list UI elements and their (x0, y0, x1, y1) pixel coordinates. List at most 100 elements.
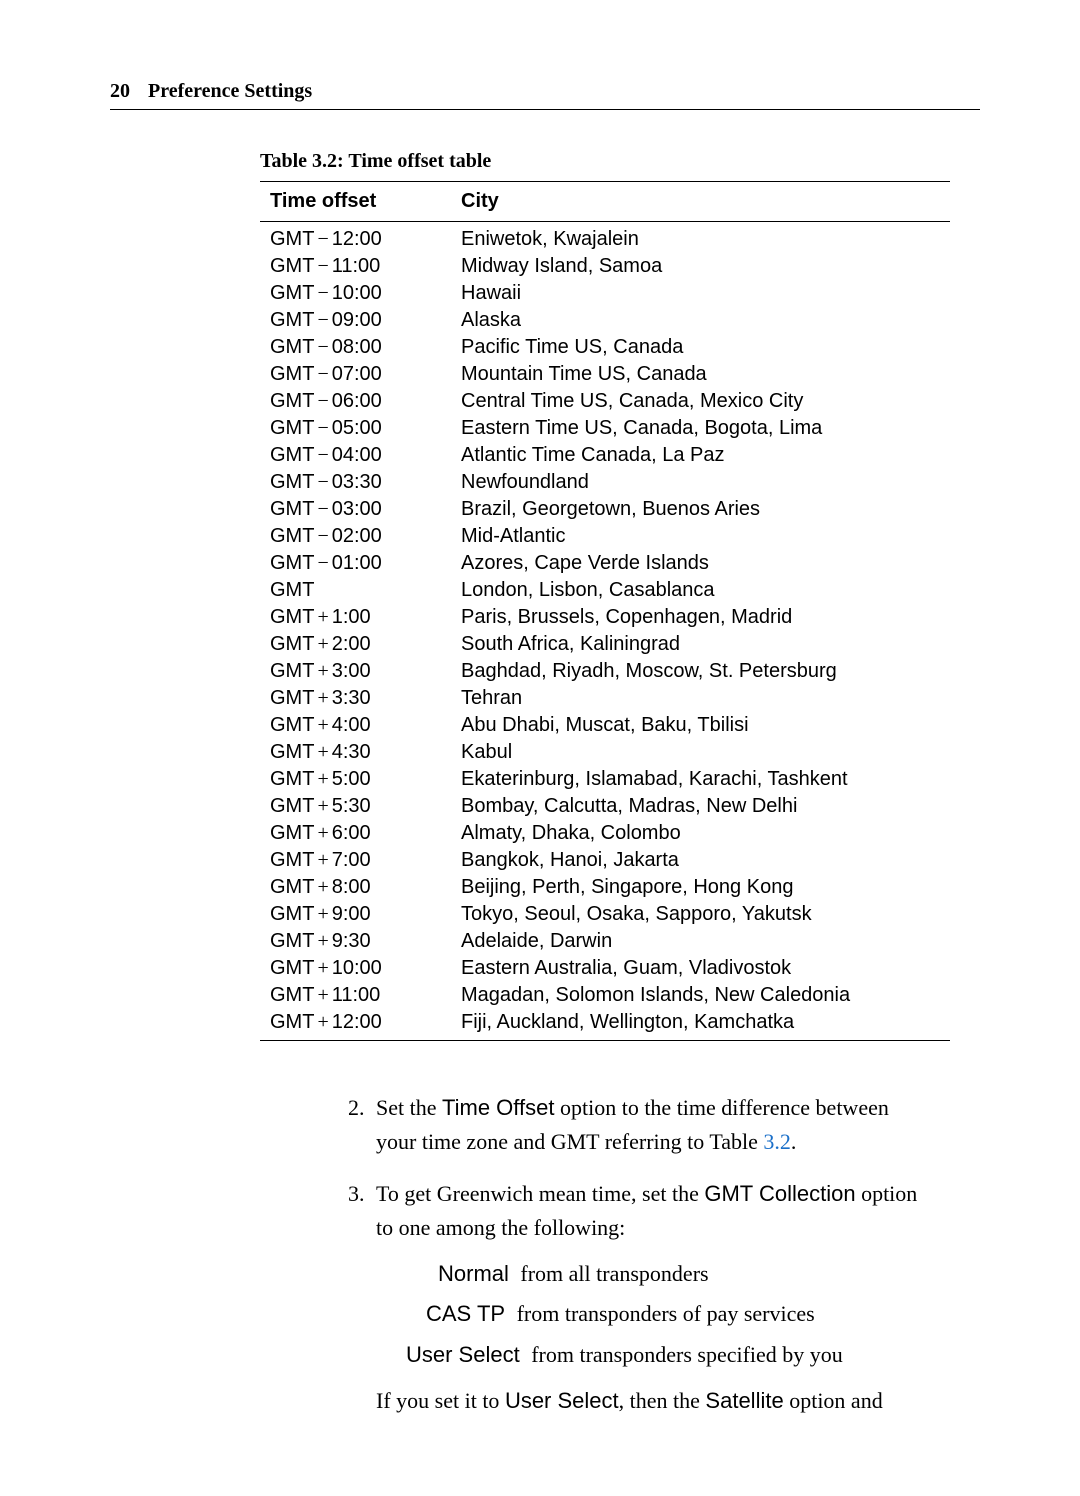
cell-time-offset: GMT+3:00 (260, 658, 459, 685)
cell-city: Hawaii (459, 280, 950, 307)
instruction-item-2: Set the Time Offset option to the time d… (370, 1091, 920, 1159)
cell-city: Kabul (459, 739, 950, 766)
table-caption: Table 3.2: Time offset table (260, 150, 950, 173)
cell-city: Fiji, Auckland, Wellington, Kamchatka (459, 1009, 950, 1041)
table-row: GMT+9:00Tokyo, Seoul, Osaka, Sapporo, Ya… (260, 901, 950, 928)
table-row: GMT−05:00Eastern Time US, Canada, Bogota… (260, 415, 950, 442)
gmt-option-term: CAS TP (426, 1301, 505, 1326)
table-row: GMT+3:00Baghdad, Riyadh, Moscow, St. Pet… (260, 658, 950, 685)
cell-city: Central Time US, Canada, Mexico City (459, 388, 950, 415)
cell-city: Mountain Time US, Canada (459, 361, 950, 388)
table-header-row: Time offset City (260, 182, 950, 222)
table-row: GMT+4:30Kabul (260, 739, 950, 766)
table-row: GMT+2:00South Africa, Kaliningrad (260, 631, 950, 658)
table-row: GMT−04:00Atlantic Time Canada, La Paz (260, 442, 950, 469)
cell-city: Mid-Atlantic (459, 523, 950, 550)
cell-time-offset: GMT+10:00 (260, 955, 459, 982)
gmt-option-term: User Select (406, 1342, 520, 1367)
table-row: GMT−08:00Pacific Time US, Canada (260, 334, 950, 361)
gmt-options-list: Normal from all transponders CAS TP from… (406, 1257, 920, 1371)
cell-time-offset: GMT−05:00 (260, 415, 459, 442)
cell-time-offset: GMT+5:00 (260, 766, 459, 793)
table-row: GMT+9:30Adelaide, Darwin (260, 928, 950, 955)
table-row: GMT−03:30Newfoundland (260, 469, 950, 496)
cell-time-offset: GMT+6:00 (260, 820, 459, 847)
cell-time-offset: GMT+3:30 (260, 685, 459, 712)
table-row: GMT−06:00Central Time US, Canada, Mexico… (260, 388, 950, 415)
cell-city: Alaska (459, 307, 950, 334)
table-row: GMT−07:00Mountain Time US, Canada (260, 361, 950, 388)
cell-city: South Africa, Kaliningrad (459, 631, 950, 658)
cell-city: Midway Island, Samoa (459, 253, 950, 280)
cell-city: Tehran (459, 685, 950, 712)
cell-time-offset: GMT−03:30 (260, 469, 459, 496)
cell-city: Almaty, Dhaka, Colombo (459, 820, 950, 847)
table-row: GMT+10:00Eastern Australia, Guam, Vladiv… (260, 955, 950, 982)
cell-time-offset: GMT (260, 577, 459, 604)
ui-term-time-offset: Time Offset (442, 1095, 554, 1120)
cell-time-offset: GMT−02:00 (260, 523, 459, 550)
ui-term-user-select: User Select (505, 1388, 619, 1413)
table-row: GMT+6:00Almaty, Dhaka, Colombo (260, 820, 950, 847)
table-row: GMT+11:00Magadan, Solomon Islands, New C… (260, 982, 950, 1009)
gmt-option-row: Normal from all transponders (406, 1257, 920, 1291)
ui-term-gmt-collection: GMT Collection (704, 1181, 855, 1206)
col-header-time-offset: Time offset (260, 182, 459, 222)
cell-time-offset: GMT+7:00 (260, 847, 459, 874)
cell-city: Baghdad, Riyadh, Moscow, St. Petersburg (459, 658, 950, 685)
gmt-option-desc: from transponders of pay services (517, 1301, 815, 1326)
cell-time-offset: GMT−03:00 (260, 496, 459, 523)
table-row: GMT−10:00Hawaii (260, 280, 950, 307)
cell-time-offset: GMT+4:30 (260, 739, 459, 766)
cell-city: London, Lisbon, Casablanca (459, 577, 950, 604)
cell-city: Bombay, Calcutta, Madras, New Delhi (459, 793, 950, 820)
table-row: GMT+8:00Beijing, Perth, Singapore, Hong … (260, 874, 950, 901)
cell-time-offset: GMT+8:00 (260, 874, 459, 901)
table-row: GMT−11:00Midway Island, Samoa (260, 253, 950, 280)
cell-city: Brazil, Georgetown, Buenos Aries (459, 496, 950, 523)
table-row: GMT−02:00Mid-Atlantic (260, 523, 950, 550)
table-row: GMT+3:30Tehran (260, 685, 950, 712)
text-fragment: option and (784, 1388, 883, 1413)
text-fragment: Set the (376, 1095, 442, 1120)
cell-time-offset: GMT−10:00 (260, 280, 459, 307)
table-row: GMT+12:00Fiji, Auckland, Wellington, Kam… (260, 1009, 950, 1041)
cell-time-offset: GMT−06:00 (260, 388, 459, 415)
cell-city: Abu Dhabi, Muscat, Baku, Tbilisi (459, 712, 950, 739)
instruction-item-3: To get Greenwich mean time, set the GMT … (370, 1177, 920, 1418)
cell-time-offset: GMT+9:30 (260, 928, 459, 955)
cell-time-offset: GMT−12:00 (260, 222, 459, 254)
text-fragment: To get Greenwich mean time, set the (376, 1181, 704, 1206)
table-row: GMT+7:00Bangkok, Hanoi, Jakarta (260, 847, 950, 874)
cell-time-offset: GMT+11:00 (260, 982, 459, 1009)
text-fragment: If you set it to (376, 1388, 505, 1413)
table-ref-link[interactable]: 3.2 (763, 1129, 791, 1154)
table-row: GMT−01:00Azores, Cape Verde Islands (260, 550, 950, 577)
cell-time-offset: GMT+4:00 (260, 712, 459, 739)
cell-time-offset: GMT−08:00 (260, 334, 459, 361)
cell-city: Atlantic Time Canada, La Paz (459, 442, 950, 469)
cell-time-offset: GMT−01:00 (260, 550, 459, 577)
page: 20 Preference Settings Table 3.2: Time o… (0, 0, 1080, 1496)
table-row: GMT+5:30Bombay, Calcutta, Madras, New De… (260, 793, 950, 820)
cell-city: Azores, Cape Verde Islands (459, 550, 950, 577)
cell-city: Eastern Time US, Canada, Bogota, Lima (459, 415, 950, 442)
cell-city: Pacific Time US, Canada (459, 334, 950, 361)
gmt-option-row: User Select from transponders specified … (406, 1338, 920, 1372)
table-row: GMT−03:00Brazil, Georgetown, Buenos Arie… (260, 496, 950, 523)
time-offset-table: Time offset City GMT−12:00Eniwetok, Kwaj… (260, 181, 950, 1041)
cell-city: Bangkok, Hanoi, Jakarta (459, 847, 950, 874)
gmt-option-desc: from transponders specified by you (531, 1342, 843, 1367)
text-fragment: , then the (619, 1388, 706, 1413)
page-number: 20 (110, 80, 130, 102)
cell-city: Eniwetok, Kwajalein (459, 222, 950, 254)
table-row: GMTLondon, Lisbon, Casablanca (260, 577, 950, 604)
body-text: Set the Time Offset option to the time d… (340, 1091, 920, 1418)
table-row: GMT−12:00Eniwetok, Kwajalein (260, 222, 950, 254)
cell-city: Eastern Australia, Guam, Vladivostok (459, 955, 950, 982)
cell-city: Ekaterinburg, Islamabad, Karachi, Tashke… (459, 766, 950, 793)
gmt-option-desc: from all transponders (520, 1261, 708, 1286)
cell-city: Adelaide, Darwin (459, 928, 950, 955)
cell-time-offset: GMT−09:00 (260, 307, 459, 334)
cell-time-offset: GMT−11:00 (260, 253, 459, 280)
